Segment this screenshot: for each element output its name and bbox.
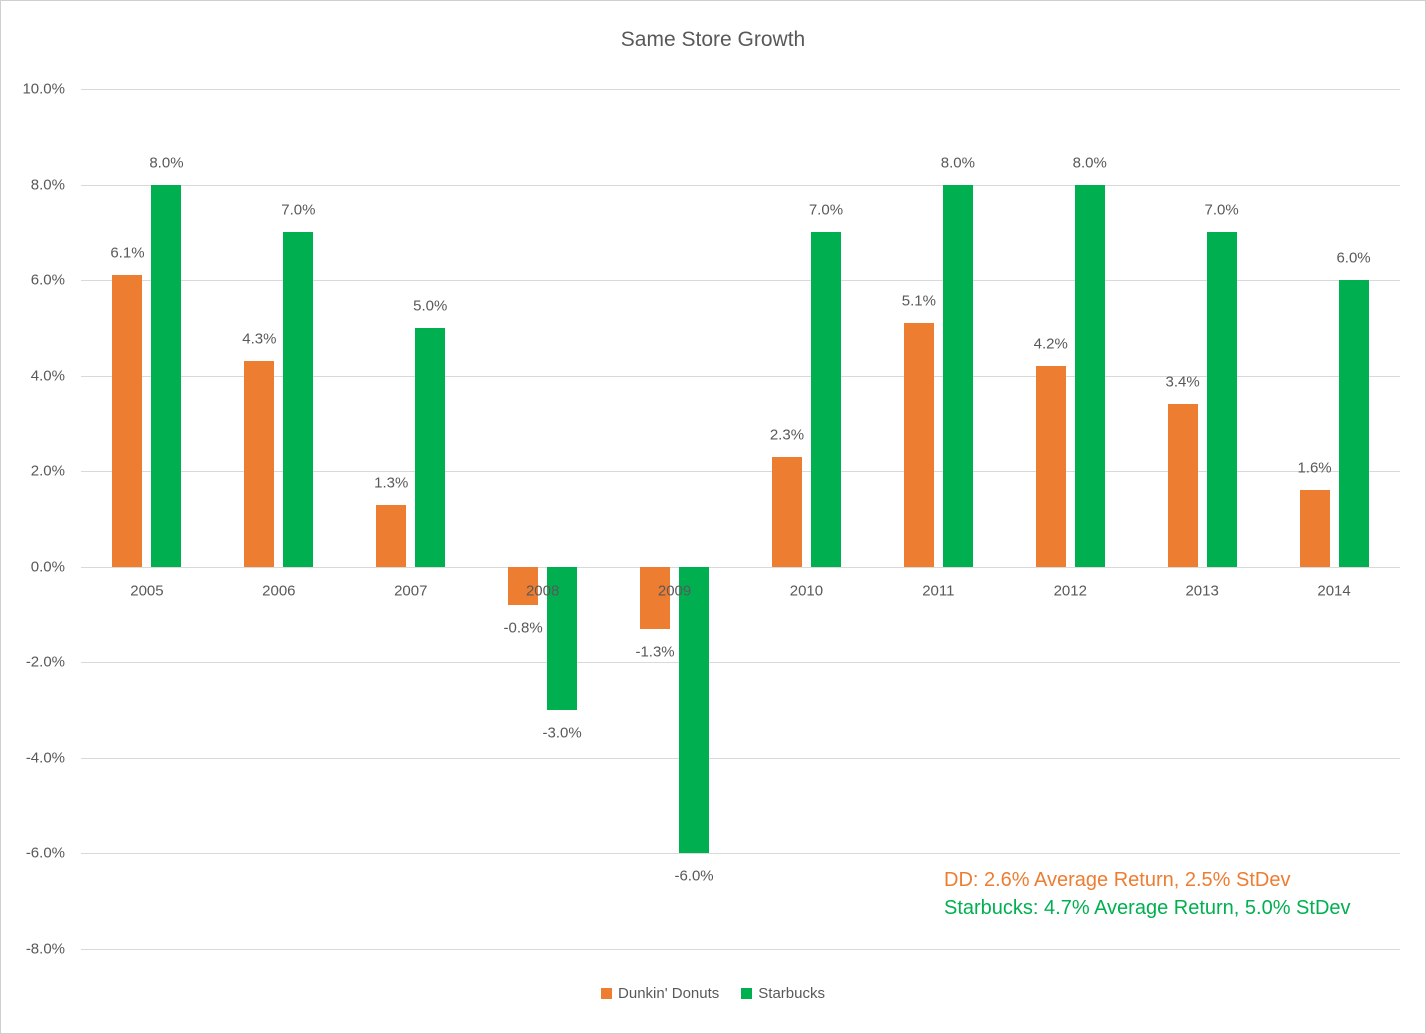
bar-starbucks-2007	[415, 327, 446, 567]
legend-label-starbucks: Starbucks	[758, 985, 825, 1002]
bar-label-starbucks-2005: 8.0%	[149, 154, 184, 172]
gridline	[81, 566, 1400, 568]
bar-label-dunkin-donuts-2005: 6.1%	[110, 244, 145, 262]
chart-title: Same Store Growth	[620, 28, 806, 51]
x-tick-2012: 2012	[1053, 582, 1087, 600]
gridline	[81, 280, 1400, 282]
bar-dunkin-donuts-2006	[244, 361, 275, 567]
annotation-dunkin-stats: DD: 2.6% Average Return, 2.5% StDev	[944, 869, 1291, 891]
bar-starbucks-2009	[679, 566, 710, 854]
bar-dunkin-donuts-2010	[771, 456, 802, 567]
bar-dunkin-donuts-2011	[903, 323, 934, 567]
bar-label-dunkin-donuts-2013: 3.4%	[1165, 373, 1200, 391]
legend-label-dunkin-donuts: Dunkin' Donuts	[618, 985, 720, 1002]
y-axis-tick-label: 0.0%	[30, 558, 65, 576]
plot-area: 2005 6.1% 8.0% 2006 4.3% 7.0% 2007 1.3% 5.0% 2008…	[81, 89, 1400, 950]
bar-label-dunkin-donuts-2008: -0.8%	[503, 619, 543, 637]
y-axis-tick-label: 6.0%	[30, 271, 65, 289]
x-tick-2005: 2005	[130, 582, 164, 600]
bar-label-dunkin-donuts-2009: -1.3%	[635, 643, 675, 661]
y-axis-tick-label: -2.0%	[25, 653, 65, 671]
gridline	[81, 184, 1400, 186]
bar-starbucks-2010	[810, 232, 841, 567]
bar-dunkin-donuts-2009	[640, 566, 671, 629]
bar-label-dunkin-donuts-2012: 4.2%	[1033, 335, 1068, 353]
y-axis-tick-label: 4.0%	[30, 367, 65, 385]
bar-dunkin-donuts-2014	[1299, 490, 1330, 567]
bar-label-starbucks-2009: -6.0%	[674, 867, 714, 885]
bar-label-dunkin-donuts-2007: 1.3%	[374, 474, 409, 492]
x-tick-2014: 2014	[1317, 582, 1351, 600]
x-tick-2011: 2011	[922, 582, 955, 600]
y-axis-tick-label: 2.0%	[30, 462, 65, 480]
bar-label-starbucks-2011: 8.0%	[940, 154, 975, 172]
bar-label-dunkin-donuts-2014: 1.6%	[1297, 459, 1332, 477]
y-axis-tick-label: -6.0%	[25, 844, 65, 862]
y-axis-tick-label: -4.0%	[25, 749, 65, 767]
legend-item-starbucks: Starbucks	[741, 985, 825, 1002]
bar-label-dunkin-donuts-2006: 4.3%	[242, 330, 277, 348]
x-tick-2010: 2010	[789, 582, 824, 600]
legend-swatch-dunkin-donuts-icon	[601, 988, 613, 999]
gridline	[81, 757, 1400, 759]
annotations: DD: 2.6% Average Return, 2.5% StDev Star…	[944, 867, 1351, 922]
x-tick-2013: 2013	[1185, 582, 1219, 600]
bar-label-dunkin-donuts-2011: 5.1%	[901, 292, 936, 310]
bar-label-starbucks-2012: 8.0%	[1072, 154, 1107, 172]
bar-starbucks-2008	[547, 566, 578, 711]
x-tick-2009: 2009	[657, 582, 692, 600]
legend: Dunkin' Donuts Starbucks	[1, 985, 1425, 1002]
gridline	[81, 662, 1400, 664]
y-axis-tick-label: -8.0%	[25, 940, 65, 958]
bar-starbucks-2011	[942, 184, 973, 567]
bar-dunkin-donuts-2007	[376, 504, 407, 567]
bar-starbucks-2014	[1338, 280, 1369, 567]
bar-starbucks-2006	[283, 232, 314, 567]
x-tick-2006: 2006	[262, 582, 296, 600]
gridline	[81, 853, 1400, 855]
bar-label-starbucks-2014: 6.0%	[1336, 249, 1371, 267]
bar-label-starbucks-2008: -3.0%	[542, 724, 582, 742]
y-axis-tick-label: 10.0%	[22, 80, 65, 98]
y-axis-tick-label: 8.0%	[30, 176, 65, 194]
gridline	[81, 89, 1400, 90]
bar-dunkin-donuts-2005	[112, 275, 143, 567]
bar-label-dunkin-donuts-2010: 2.3%	[769, 426, 805, 444]
bar-dunkin-donuts-2013	[1167, 404, 1198, 567]
bar-starbucks-2013	[1206, 232, 1237, 567]
legend-swatch-starbucks-icon	[741, 988, 753, 999]
bar-starbucks-2005	[151, 184, 182, 567]
bar-label-starbucks-2010: 7.0%	[808, 201, 844, 219]
gridline	[81, 471, 1400, 473]
gridline	[81, 375, 1400, 377]
annotation-starbucks-stats: Starbucks: 4.7% Average Return, 5.0% StD…	[944, 896, 1351, 919]
x-tick-2008: 2008	[525, 582, 560, 600]
legend-item-dunkin-donuts: Dunkin' Donuts	[601, 985, 719, 1002]
bar-dunkin-donuts-2008	[508, 566, 539, 605]
x-tick-2007: 2007	[394, 582, 428, 600]
gridline	[81, 949, 1400, 950]
bar-starbucks-2012	[1074, 184, 1105, 567]
bar-label-starbucks-2013: 7.0%	[1204, 201, 1239, 219]
bar-label-starbucks-2006: 7.0%	[281, 201, 316, 219]
bar-label-starbucks-2007: 5.0%	[413, 297, 448, 315]
bar-dunkin-donuts-2012	[1035, 366, 1066, 567]
